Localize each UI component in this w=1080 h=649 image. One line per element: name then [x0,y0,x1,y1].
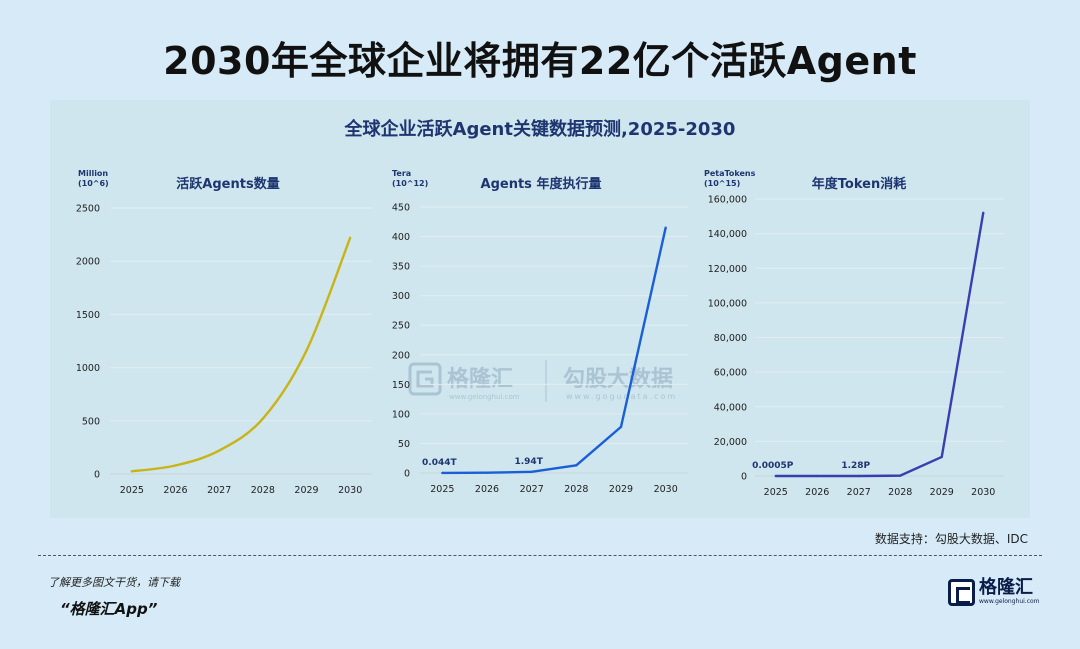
chart-title: 年度Token消耗 [812,176,906,192]
page-title: 2030年全球企业将拥有22亿个活跃Agent [163,39,917,83]
data-point [982,211,985,215]
chart-2: Tera(10^12) Agents 年度执行量 0 50 100 150 200 250 30… [392,169,688,495]
x-tick-label: 2028 [888,487,912,498]
x-tick-label: 2027 [207,485,231,496]
chart-title: 活跃Agents数量 [176,176,279,192]
data-point [857,474,860,478]
y-tick-label: 500 [82,416,100,427]
x-tick-label: 2025 [764,487,788,498]
x-tick-label: 2029 [609,484,633,495]
unit-label: PetaTokens [704,169,756,178]
y-tick-label: 450 [392,203,410,214]
y-tick-label: 2500 [76,204,100,215]
series-line [131,237,352,473]
unit-label: (10^6) [78,179,109,188]
watermark-brand2: 勾股大数据 [563,366,673,392]
data-point [575,464,578,467]
chart-3: PetaTokens(10^15) 年度Token消耗 0 20,000 40,000 6… [704,169,1004,498]
y-tick-label: 200 [392,350,410,361]
y-tick-label: 350 [392,262,410,273]
data-point [130,470,134,473]
chart-1: Million(10^6) 活跃Agents数量 0 500 1000 1500 2000 2… [76,169,372,496]
unit-label: Million [78,169,108,178]
y-tick-label: 100,000 [708,298,747,309]
y-tick-label: 140,000 [708,229,747,240]
x-tick-label: 2027 [520,484,544,495]
y-tick-label: 2000 [76,257,100,268]
x-tick-label: 2028 [564,484,588,495]
chart-title: Agents 年度执行量 [481,176,602,192]
logo-g-icon [948,578,975,606]
data-label: 0.044T [422,458,457,468]
x-tick-label: 2030 [338,485,362,496]
x-tick-label: 2030 [971,487,995,498]
x-tick-label: 2030 [654,484,678,495]
y-tick-label: 100 [392,409,410,420]
watermark-logo-icon [408,362,442,396]
y-tick-label: 1000 [76,363,100,374]
data-point [530,470,533,474]
x-tick-label: 2026 [475,484,499,495]
data-point [619,425,623,429]
data-label: 0.0005P [752,461,794,471]
series-line [442,227,667,475]
y-tick-label: 160,000 [708,195,747,206]
x-tick-label: 2025 [120,485,144,496]
panel-title: 全球企业活跃Agent关键数据预测,2025-2030 [344,119,736,140]
data-label: 1.28P [841,461,870,471]
y-tick-label: 400 [392,232,410,243]
source-note: 数据支持：勾股大数据、IDC [874,532,1028,546]
x-tick-label: 2029 [294,485,318,496]
x-tick-label: 2029 [930,487,954,498]
unit-label: (10^12) [392,179,428,188]
logo-name: 格隆汇 [979,577,1033,598]
watermark-brand1: 格隆汇 [447,366,513,392]
data-label: 1.94T [514,457,543,467]
data-point [485,471,489,474]
data-point [441,471,444,475]
data-point [174,464,177,467]
y-tick-label: 0 [741,472,747,483]
data-point [261,417,265,420]
x-tick-label: 2027 [847,487,871,498]
data-point [305,349,308,352]
x-tick-label: 2028 [251,485,275,496]
y-tick-label: 1500 [76,310,100,321]
unit-label: Tera [392,169,411,178]
data-point [664,226,667,229]
y-tick-label: 150 [392,380,410,391]
data-point [348,236,352,239]
footer-app-name: “格隆汇App” [60,600,158,618]
watermark: 格隆汇 www.gelonghui.com 勾股大数据 www.gogudata… [408,360,677,402]
data-point [774,474,777,478]
footer-text: 了解更多图文干货，请下载 [48,576,180,589]
y-tick-label: 250 [392,321,410,332]
y-tick-label: 300 [392,291,410,302]
data-point [940,455,943,459]
y-tick-label: 0 [404,469,410,480]
data-point [899,474,902,477]
x-tick-label: 2025 [430,484,454,495]
brand-logo: 格隆汇 www.gelonghui.com [948,578,1040,606]
y-tick-label: 120,000 [708,264,747,275]
watermark-url1: www.gelonghui.com [449,393,520,401]
x-tick-label: 2026 [163,485,187,496]
series-line [775,212,985,478]
data-point [217,449,221,452]
y-tick-label: 80,000 [714,333,747,344]
chart-panel: 全球企业活跃Agent关键数据预测,2025-2030 [50,100,1030,518]
y-tick-label: 0 [94,470,100,481]
logo-url: www.gelonghui.com [979,598,1040,605]
x-tick-label: 2026 [805,487,829,498]
data-point [816,474,819,478]
y-tick-label: 50 [398,439,410,450]
y-tick-label: 60,000 [714,368,747,379]
unit-label: (10^15) [704,179,740,188]
y-tick-label: 20,000 [714,437,747,448]
watermark-url2: www.gogudata.com [566,392,677,401]
y-tick-label: 40,000 [714,402,747,413]
footer-divider [38,555,1042,556]
